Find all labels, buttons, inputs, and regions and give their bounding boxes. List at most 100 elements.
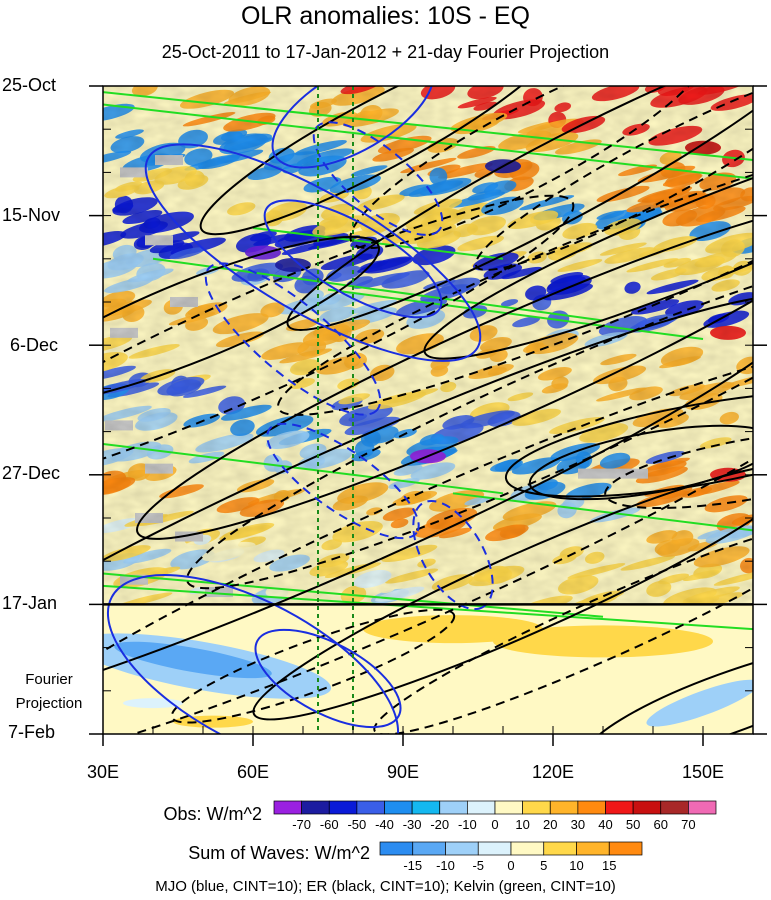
projection-positive (493, 625, 713, 658)
er-contour-negative (604, 428, 753, 510)
er-contour-positive (252, 463, 753, 721)
y-tick-label: 17-Jan (2, 593, 58, 613)
chart-footer: MJO (blue, CINT=10); ER (black, CINT=10)… (155, 878, 616, 895)
mjo-contour-negative (266, 422, 420, 540)
mjo-contour-negative (204, 262, 382, 416)
er-contour-negative (373, 522, 753, 734)
er-contour-positive (199, 86, 557, 236)
mjo-contour-positive (263, 199, 443, 319)
y-tick-label: 15-Nov (2, 205, 61, 225)
kelvin-contour (452, 492, 753, 532)
waves-colorbar-swatch (379, 841, 414, 856)
obs-colorbar-level-label: -20 (430, 817, 449, 832)
obs-colorbar-swatch (356, 800, 385, 815)
waves-colorbar-swatch (576, 841, 610, 856)
colorbars: -70 -60 -50 -40 -30 -20 -10 0 10 20 30 40 50 60 70 -15 -… (273, 800, 717, 873)
obs-colorbar-swatch (301, 800, 330, 815)
obs-colorbar-level-label: 20 (543, 817, 557, 832)
obs-colorbar-level-label: -70 (292, 817, 311, 832)
er-contour-positive (585, 643, 753, 734)
x-tick-label: 150E (681, 762, 725, 782)
y-tick-label: 27-Dec (2, 463, 61, 483)
er-contour-positive (286, 86, 753, 331)
projection-neutral (123, 698, 183, 709)
x-tick-label: 30E (86, 762, 120, 782)
kelvin-contour (103, 572, 604, 618)
obs-colorbar-swatch (688, 800, 717, 815)
waves-colorbar-swatch (412, 841, 446, 856)
waves-colorbar-level-label: 0 (507, 858, 514, 873)
waves-colorbar-swatch (543, 841, 577, 856)
obs-colorbar-level-label: 50 (626, 817, 640, 832)
obs-colorbar-swatch (549, 800, 579, 815)
er-contour-positive (504, 390, 753, 498)
waves-colorbar-level-label: -5 (472, 858, 484, 873)
projection-label: Fourier (25, 671, 73, 688)
obs-colorbar-swatch (384, 800, 413, 815)
waves-colorbar-label: Sum of Waves: W/m^2 (188, 843, 370, 863)
kelvin-contour (103, 584, 753, 631)
plot-axes (89, 85, 767, 746)
plot-frame (102, 85, 754, 735)
mjo-contour-positive (106, 574, 400, 734)
waves-colorbar-level-label: 5 (540, 858, 547, 873)
obs-colorbar-swatch (577, 800, 606, 815)
y-tick-label: 7-Feb (8, 722, 56, 742)
waves-colorbar-swatch (477, 841, 512, 856)
obs-colorbar-level-label: -50 (347, 817, 366, 832)
projection-label: Projection (15, 695, 83, 712)
er-contour-negative (103, 194, 575, 496)
mjo-contour-positive (144, 143, 482, 362)
waves-colorbar-swatch (608, 841, 643, 856)
x-tick-label: 60E (236, 762, 270, 782)
waves-colorbar-level-label: 15 (602, 858, 616, 873)
mjo-contour-positive (254, 628, 402, 729)
obs-colorbar-swatch (467, 800, 496, 815)
obs-colorbar-swatch (494, 800, 523, 815)
projection-negative (646, 679, 753, 727)
obs-colorbar-level-label: 40 (598, 817, 612, 832)
x-tick-label: 120E (531, 762, 575, 782)
kelvin-contour (103, 91, 753, 162)
obs-colorbar-swatch (273, 800, 302, 815)
waves-colorbar-level-label: -15 (403, 858, 422, 873)
y-tick-label: 25-Oct (2, 75, 57, 95)
obs-colorbar-swatch (632, 800, 662, 815)
x-tick-label: 90E (386, 762, 420, 782)
field-texture (103, 86, 753, 605)
obs-colorbar-level-label: -30 (403, 817, 422, 832)
wave-contours (103, 86, 753, 734)
obs-colorbar-swatch (522, 800, 551, 815)
er-contour-positive (103, 235, 381, 406)
obs-colorbar-level-label: -60 (320, 817, 339, 832)
olr-anomaly-field (103, 86, 753, 734)
waves-colorbar-level-label: 10 (569, 858, 583, 873)
y-tick-label: 6-Dec (10, 335, 59, 355)
obs-colorbar-level-label: 70 (681, 817, 695, 832)
obs-colorbar-label: Obs: W/m^2 (163, 804, 262, 824)
er-contour-negative (349, 86, 707, 250)
obs-colorbar-swatch (660, 800, 689, 815)
waves-colorbar-swatch (510, 841, 545, 856)
waves-colorbar-swatch (445, 841, 479, 856)
mjo-contour-negative (312, 121, 444, 236)
kelvin-contour (103, 103, 753, 180)
projection-positive (363, 615, 543, 644)
chart-subtitle: 25-Oct-2011 to 17-Jan-2012 + 21-day Four… (161, 42, 610, 62)
obs-colorbar-level-label: 30 (571, 817, 585, 832)
er-contour-negative (186, 249, 753, 590)
obs-colorbar-swatch (411, 800, 441, 815)
mjo-contour-positive (271, 86, 435, 169)
obs-colorbar-level-label: 10 (515, 817, 529, 832)
kelvin-contour (327, 288, 704, 341)
obs-colorbar-level-label: -40 (375, 817, 394, 832)
obs-colorbar-level-label: 60 (654, 817, 668, 832)
obs-colorbar-swatch (328, 800, 358, 815)
er-contour-positive (423, 120, 753, 360)
er-contour-negative (170, 608, 456, 724)
chart-title: OLR anomalies: 10S - EQ (240, 2, 530, 30)
er-contour-positive (103, 294, 753, 718)
obs-colorbar-level-label: -10 (458, 817, 477, 832)
projection-negative (114, 641, 272, 679)
